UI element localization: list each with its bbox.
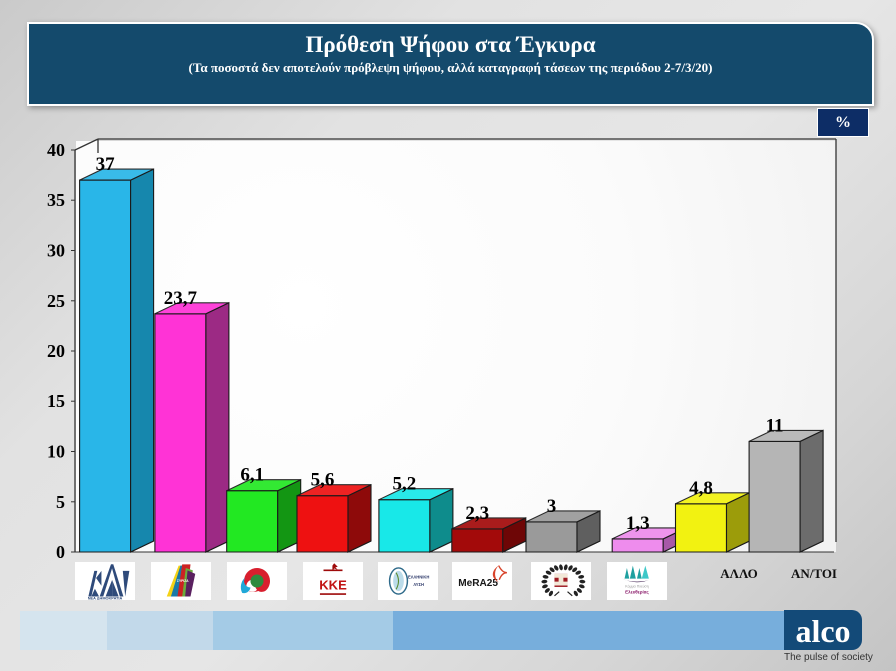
svg-text:25: 25 <box>47 291 65 311</box>
svg-text:ΣΥΡΙΖΑ: ΣΥΡΙΖΑ <box>177 579 189 583</box>
svg-text:30: 30 <box>47 241 65 261</box>
svg-text:4,8: 4,8 <box>689 478 713 499</box>
svg-text:1,3: 1,3 <box>626 513 650 534</box>
svg-text:23,7: 23,7 <box>164 288 198 309</box>
svg-text:2,3: 2,3 <box>465 503 489 524</box>
svg-text:6,1: 6,1 <box>240 465 264 486</box>
svg-text:11: 11 <box>766 415 784 436</box>
svg-text:3: 3 <box>547 496 557 517</box>
svg-text:5,2: 5,2 <box>393 474 417 495</box>
svg-text:35: 35 <box>47 190 65 210</box>
svg-text:MeRA25: MeRA25 <box>458 578 498 589</box>
svg-text:KKE: KKE <box>319 577 347 592</box>
svg-text:ΝΕΑ ΔΗΜΟΚΡΑΤΙΑ: ΝΕΑ ΔΗΜΟΚΡΑΤΙΑ <box>88 596 123 600</box>
svg-text:5: 5 <box>56 492 65 512</box>
svg-text:ΛΥΣΗ: ΛΥΣΗ <box>413 582 424 587</box>
svg-text:Κόμμα Πλεύση: Κόμμα Πλεύση <box>625 585 648 589</box>
svg-text:5,6: 5,6 <box>311 470 335 491</box>
svg-text:37: 37 <box>96 154 116 175</box>
svg-text:10: 10 <box>47 442 65 462</box>
svg-text:20: 20 <box>47 341 65 361</box>
svg-text:ΕΛΛΗΝΙΚΗ: ΕΛΛΗΝΙΚΗ <box>408 575 429 580</box>
svg-text:0: 0 <box>56 542 65 562</box>
svg-text:40: 40 <box>47 140 65 160</box>
svg-text:15: 15 <box>47 391 65 411</box>
